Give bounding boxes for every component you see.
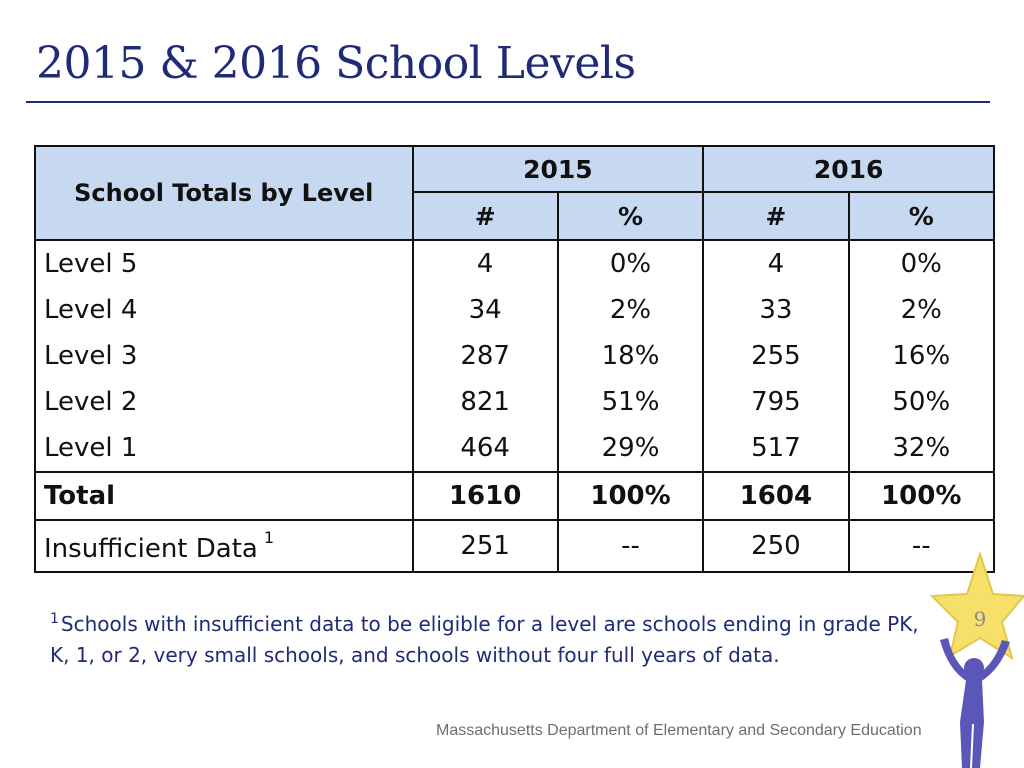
row-label: Level 2 [34,379,414,425]
cell-value: 32% [847,425,996,472]
header-year-2015: 2015 [411,145,705,193]
cell-value: 4 [411,240,559,287]
insufficient-data-row: Insufficient Data 1 251 -- 250 -- [34,520,996,573]
total-value: 1604 [702,471,850,521]
cell-value: 517 [702,425,850,472]
cell-value: 821 [411,379,559,425]
header-label: School Totals by Level [34,145,414,241]
cell-value: 287 [411,333,559,379]
cell-value: 18% [556,333,705,379]
page-title: 2015 & 2016 School Levels [36,38,636,89]
total-value: 100% [847,471,996,521]
table-row: Level 5 4 0% 4 0% [34,240,996,287]
cell-value: 33 [702,287,850,333]
cell-value: 34 [411,287,559,333]
table-row: Level 3 287 18% 255 16% [34,333,996,379]
subheader-count: # [411,191,559,241]
subheader-count: # [702,191,850,241]
total-row: Total 1610 100% 1604 100% [34,471,996,521]
cell-value: 2% [847,287,996,333]
table-row: Level 2 821 51% 795 50% [34,379,996,425]
footnote-text: Schools with insufficient data to be eli… [50,612,919,667]
total-label: Total [34,471,414,521]
insufficient-value: 251 [411,520,559,573]
cell-value: 29% [556,425,705,472]
school-levels-table: School Totals by Level 2015 2016 # % # %… [34,145,996,573]
insufficient-data-label: Insufficient Data [44,534,258,564]
figure-body-icon [960,680,984,768]
row-label: Level 3 [34,333,414,379]
total-value: 1610 [411,471,559,521]
insufficient-data-cell: Insufficient Data 1 [34,520,414,573]
footnote: 1 Schools with insufficient data to be el… [50,604,920,671]
row-label: Level 4 [34,287,414,333]
subheader-percent: % [847,191,996,241]
title-divider [26,101,990,103]
insufficient-value: -- [847,520,996,573]
cell-value: 4 [702,240,850,287]
figure-head-icon [964,658,984,678]
total-value: 100% [556,471,705,521]
cell-value: 255 [702,333,850,379]
row-label: Level 1 [34,425,414,472]
page-number: 9 [973,607,987,631]
insufficient-value: -- [556,520,705,573]
cell-value: 0% [847,240,996,287]
table-subheader-row: # % # % [35,191,996,241]
insufficient-value: 250 [702,520,850,573]
cell-value: 2% [556,287,705,333]
figure-arms-icon [940,638,1010,682]
header-year-2016: 2016 [702,145,995,193]
cell-value: 51% [556,379,705,425]
subheader-percent: % [556,191,705,241]
footnote-marker: 1 [50,611,59,627]
star-person-logo-icon [929,552,1024,768]
table-row: Level 1 464 29% 517 32% [34,425,996,472]
footnote-marker: 1 [263,528,275,547]
cell-value: 50% [847,379,996,425]
footer-organization: Massachusetts Department of Elementary a… [436,722,922,739]
row-label: Level 5 [34,240,414,287]
cell-value: 795 [702,379,850,425]
table-row: Level 4 34 2% 33 2% [34,287,996,333]
table-header-row: School Totals by Level 2015 2016 [34,145,995,241]
cell-value: 464 [411,425,559,472]
cell-value: 0% [556,240,705,287]
star-icon [929,552,1024,661]
cell-value: 16% [847,333,996,379]
